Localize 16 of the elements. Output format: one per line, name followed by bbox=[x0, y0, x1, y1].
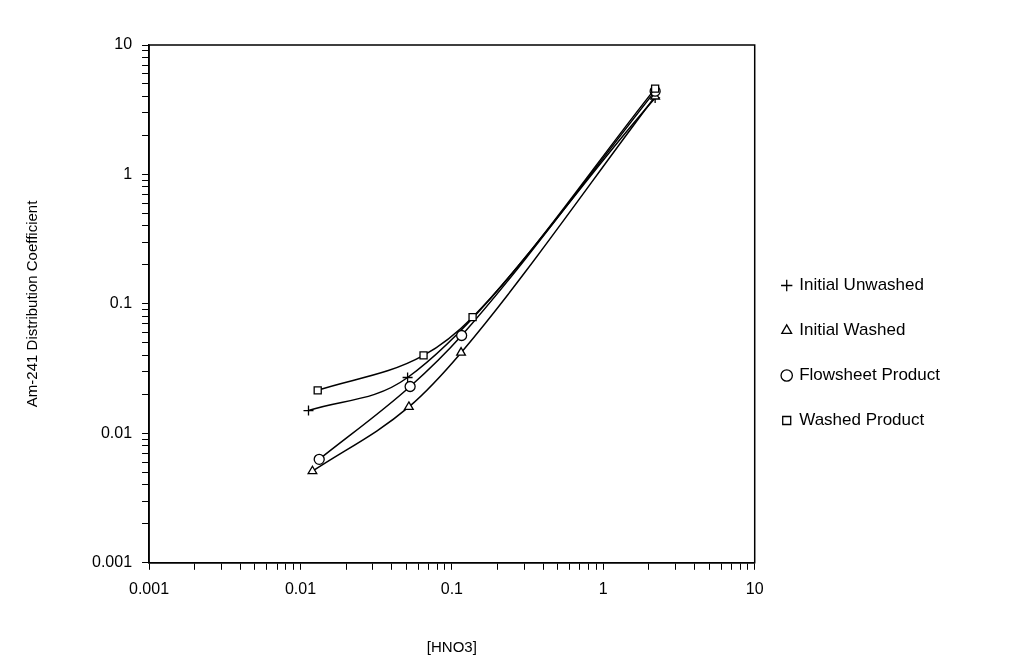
x-tick-label: 10 bbox=[745, 579, 764, 597]
y-tick-label: 0.1 bbox=[109, 294, 133, 312]
x-tick-label: 1 bbox=[598, 579, 608, 597]
legend-label: Initial Unwashed bbox=[799, 275, 924, 295]
y-tick-label: 0.001 bbox=[91, 553, 133, 571]
y-tick-label: 0.01 bbox=[100, 423, 133, 441]
y-tick-label: 1 bbox=[123, 164, 133, 182]
y-tick-label: 10 bbox=[114, 35, 133, 53]
x-tick-label: 0.1 bbox=[440, 579, 464, 597]
x-tick-label: 0.01 bbox=[284, 579, 317, 597]
y-axis-title: Am-241 Distribution Coefficient bbox=[23, 199, 41, 408]
x-axis-title: [HNO3] bbox=[426, 638, 477, 656]
legend-label: Initial Washed bbox=[799, 320, 906, 340]
x-tick-label: 0.001 bbox=[129, 579, 170, 597]
legend-label: Washed Product bbox=[799, 410, 925, 430]
legend-label: Flowsheet Product bbox=[799, 365, 941, 385]
